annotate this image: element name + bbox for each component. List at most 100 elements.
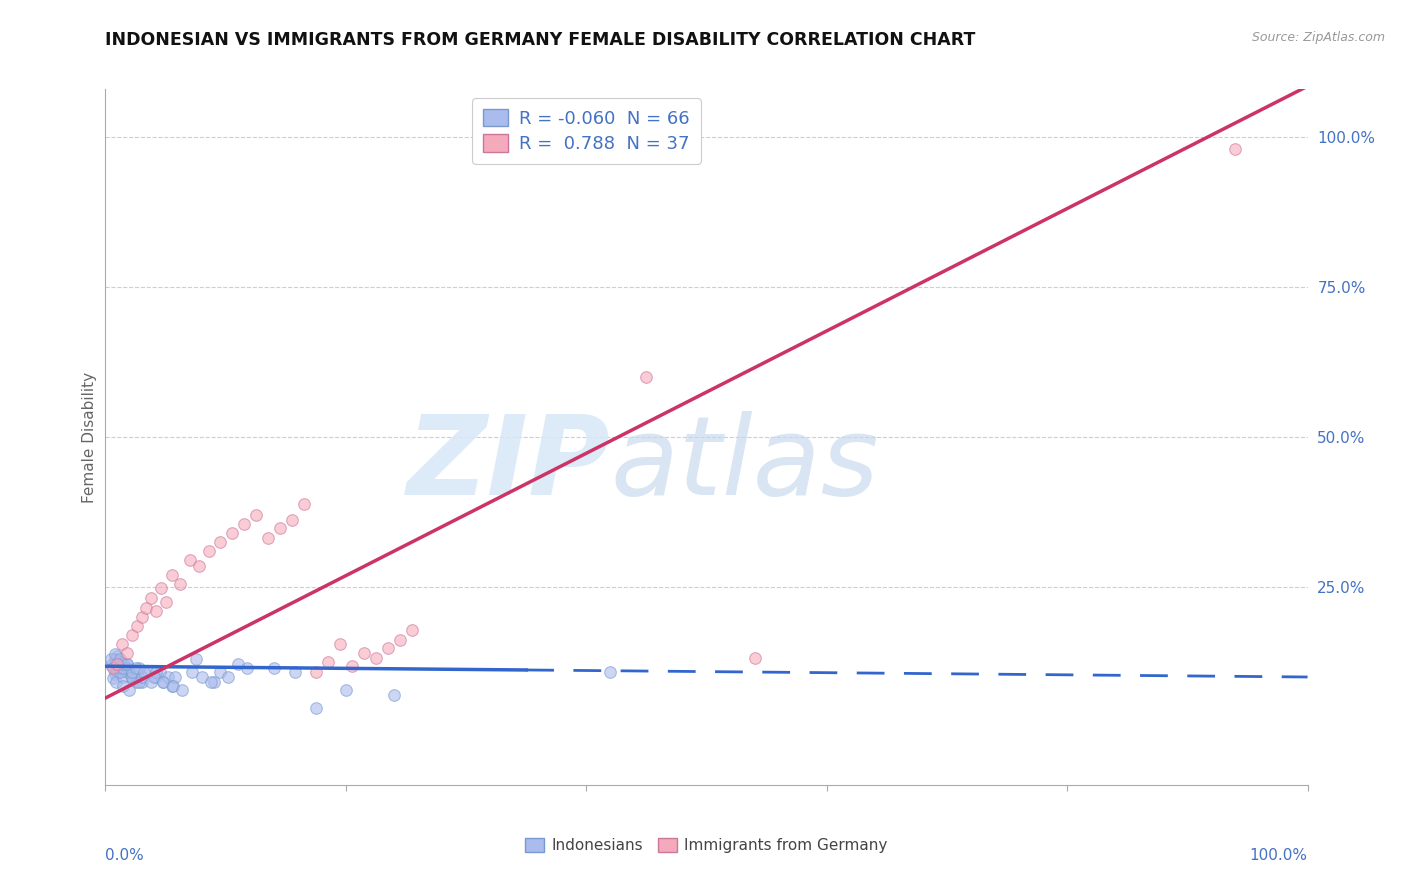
Point — [104, 647, 127, 661]
Point — [115, 646, 138, 660]
Point — [284, 665, 307, 680]
Point — [198, 544, 221, 558]
Point — [316, 655, 339, 669]
Point — [401, 624, 423, 638]
Point — [382, 688, 405, 702]
Point — [245, 508, 267, 522]
Point — [169, 577, 191, 591]
Point — [292, 497, 315, 511]
Point — [118, 683, 141, 698]
Point — [149, 581, 172, 595]
Text: Source: ZipAtlas.com: Source: ZipAtlas.com — [1251, 31, 1385, 45]
Legend: Indonesians, Immigrants from Germany: Indonesians, Immigrants from Germany — [517, 830, 896, 861]
Point — [121, 671, 143, 685]
Point — [104, 663, 127, 677]
Point — [165, 670, 187, 684]
Point — [181, 665, 204, 680]
Point — [232, 517, 254, 532]
Point — [107, 665, 129, 680]
Point — [142, 670, 165, 684]
Point — [124, 670, 146, 684]
Point — [208, 535, 231, 549]
Point — [115, 657, 138, 671]
Point — [160, 679, 183, 693]
Text: ZIP: ZIP — [406, 411, 610, 518]
Point — [108, 655, 131, 669]
Point — [160, 568, 183, 582]
Point — [104, 652, 127, 666]
Point — [162, 679, 184, 693]
Point — [148, 665, 170, 680]
Point — [236, 661, 259, 675]
Point — [281, 513, 304, 527]
Point — [101, 661, 124, 675]
Point — [118, 665, 141, 680]
Point — [108, 652, 131, 666]
Point — [172, 683, 194, 698]
Text: 100.0%: 100.0% — [1250, 847, 1308, 863]
Point — [112, 670, 135, 684]
Point — [145, 670, 167, 684]
Point — [115, 657, 138, 671]
Point — [599, 665, 621, 680]
Point — [388, 632, 411, 647]
Point — [131, 670, 153, 684]
Point — [152, 674, 174, 689]
Point — [226, 657, 249, 671]
Point — [340, 659, 363, 673]
Point — [744, 650, 766, 665]
Point — [108, 661, 131, 675]
Point — [139, 591, 162, 605]
Point — [107, 657, 129, 671]
Point — [200, 674, 222, 689]
Point — [100, 652, 122, 666]
Point — [132, 665, 155, 680]
Point — [112, 657, 135, 671]
Point — [636, 370, 658, 384]
Point — [108, 665, 131, 680]
Point — [121, 665, 143, 680]
Point — [104, 657, 127, 671]
Point — [364, 650, 387, 665]
Point — [179, 553, 201, 567]
Point — [124, 674, 146, 689]
Point — [131, 610, 153, 624]
Point — [121, 670, 143, 684]
Point — [269, 521, 291, 535]
Point — [305, 701, 328, 715]
Point — [104, 667, 127, 681]
Point — [115, 661, 138, 675]
Point — [305, 665, 328, 680]
Point — [107, 648, 129, 663]
Point — [377, 641, 399, 656]
Point — [125, 619, 148, 633]
Text: 0.0%: 0.0% — [105, 847, 145, 863]
Point — [256, 531, 278, 545]
Point — [152, 674, 174, 689]
Point — [202, 674, 225, 689]
Point — [101, 671, 124, 685]
Point — [115, 665, 138, 680]
Point — [131, 674, 153, 689]
Point — [155, 595, 177, 609]
Point — [108, 661, 131, 675]
Point — [329, 637, 352, 651]
Point — [112, 661, 135, 675]
Point — [105, 674, 128, 689]
Point — [263, 661, 285, 675]
Point — [139, 674, 162, 689]
Point — [221, 526, 243, 541]
Point — [136, 665, 159, 680]
Point — [1225, 142, 1247, 156]
Point — [188, 559, 211, 574]
Point — [217, 670, 239, 684]
Point — [128, 674, 150, 689]
Point — [124, 661, 146, 675]
Point — [112, 659, 135, 673]
Point — [353, 646, 375, 660]
Point — [156, 670, 179, 684]
Point — [100, 658, 122, 673]
Point — [190, 670, 212, 684]
Text: INDONESIAN VS IMMIGRANTS FROM GERMANY FEMALE DISABILITY CORRELATION CHART: INDONESIAN VS IMMIGRANTS FROM GERMANY FE… — [105, 31, 976, 49]
Point — [128, 661, 150, 675]
